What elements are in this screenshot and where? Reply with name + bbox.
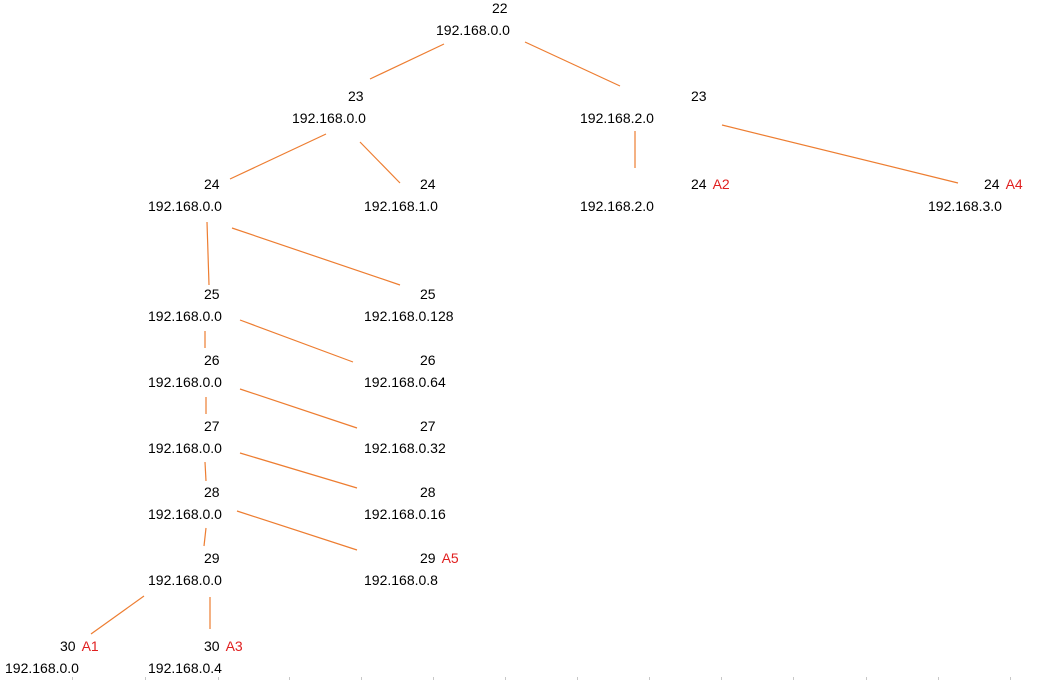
grid-tick: [1010, 677, 1011, 680]
network-address: 192.168.0.0: [148, 506, 222, 522]
edge-n25a-n26b: [239, 319, 354, 363]
grid-tick: [721, 677, 722, 680]
node-prefix-row: 22: [492, 0, 508, 19]
node-prefix-row: 27: [420, 415, 436, 437]
node-prefix-row: 30 A1: [60, 635, 99, 657]
grid-tick: [218, 677, 219, 680]
grid-tick: [577, 677, 578, 680]
prefix-length: 30: [60, 638, 76, 654]
grid-tick: [145, 677, 146, 680]
edge-n22-n23a: [369, 43, 445, 80]
prefix-length: 22: [492, 0, 508, 16]
prefix-length: 24: [691, 176, 707, 192]
edge-n23a-n24b: [359, 141, 401, 184]
node-prefix-row: 24: [420, 173, 436, 195]
network-address: 192.168.0.0: [5, 660, 79, 676]
prefix-length: 28: [204, 484, 220, 500]
prefix-length: 29: [420, 550, 436, 566]
network-address: 192.168.0.0: [148, 572, 222, 588]
edge-n24a-n25b: [231, 227, 401, 286]
network-address: 192.168.0.0: [292, 110, 366, 126]
network-address: 192.168.0.0: [148, 308, 222, 324]
prefix-length: 30: [204, 638, 220, 654]
node-prefix-row: 28: [204, 481, 220, 503]
prefix-length: 23: [691, 88, 707, 104]
network-address: 192.168.2.0: [580, 198, 654, 214]
prefix-length: 25: [204, 286, 220, 302]
network-address: 192.168.0.0: [436, 22, 510, 38]
grid-tick: [505, 677, 506, 680]
edge-n22-n23b: [524, 41, 621, 87]
grid-tick: [289, 677, 290, 680]
grid-tick: [866, 677, 867, 680]
network-address: 192.168.0.0: [148, 374, 222, 390]
edge-n24a-n25a: [206, 221, 210, 286]
grid-tick: [938, 677, 939, 680]
edge-n23b-n24d: [721, 124, 959, 184]
network-address: 192.168.0.64: [364, 374, 446, 390]
network-address: 192.168.0.8: [364, 572, 438, 588]
edge-n29a-n30a: [90, 595, 145, 635]
network-address: 192.168.3.0: [928, 198, 1002, 214]
prefix-length: 24: [420, 176, 436, 192]
node-prefix-row: 29: [204, 547, 220, 569]
node-prefix-row: 24 A4: [984, 173, 1023, 195]
node-prefix-row: 28: [420, 481, 436, 503]
grid-tick: [433, 677, 434, 680]
node-prefix-row: 29 A5: [420, 547, 459, 569]
prefix-length: 27: [204, 418, 220, 434]
node-prefix-row: 23: [691, 85, 707, 107]
network-address: 192.168.1.0: [364, 198, 438, 214]
grid-tick: [72, 677, 73, 680]
prefix-length: 26: [204, 352, 220, 368]
allocation-tag: A2: [712, 176, 730, 192]
prefix-length: 24: [984, 176, 1000, 192]
network-address: 192.168.0.32: [364, 440, 446, 456]
edge-n27a-n28b: [239, 452, 358, 489]
edge-n28a-n29b: [236, 510, 358, 551]
prefix-length: 28: [420, 484, 436, 500]
network-address: 192.168.0.16: [364, 506, 446, 522]
prefix-length: 26: [420, 352, 436, 368]
allocation-tag: A4: [1005, 176, 1023, 192]
edge-n28a-n29a: [203, 527, 207, 547]
allocation-tag: A5: [441, 550, 459, 566]
node-prefix-row: 26: [204, 349, 220, 371]
prefix-length: 27: [420, 418, 436, 434]
network-address: 192.168.0.0: [148, 440, 222, 456]
prefix-length: 24: [204, 176, 220, 192]
network-address: 192.168.2.0: [580, 110, 654, 126]
prefix-length: 25: [420, 286, 436, 302]
node-prefix-row: 30 A3: [204, 635, 243, 657]
allocation-tag: A1: [81, 638, 99, 654]
network-address: 192.168.0.4: [148, 660, 222, 676]
bottom-tick-marks: [0, 677, 1047, 681]
edge-n27a-n28a: [204, 461, 207, 482]
edge-n26a-n27b: [239, 388, 358, 429]
prefix-length: 29: [204, 550, 220, 566]
node-prefix-row: 23: [348, 85, 364, 107]
network-address: 192.168.0.0: [148, 198, 222, 214]
node-prefix-row: 24: [204, 173, 220, 195]
allocation-tag: A3: [225, 638, 243, 654]
grid-tick: [361, 677, 362, 680]
network-address: 192.168.0.128: [364, 308, 454, 324]
edge-n23a-n24a: [229, 133, 327, 180]
grid-tick: [649, 677, 650, 680]
node-prefix-row: 25: [420, 283, 436, 305]
grid-tick: [793, 677, 794, 680]
node-prefix-row: 25: [204, 283, 220, 305]
node-prefix-row: 24 A2: [691, 173, 730, 195]
node-prefix-row: 26: [420, 349, 436, 371]
node-prefix-row: 27: [204, 415, 220, 437]
prefix-length: 23: [348, 88, 364, 104]
